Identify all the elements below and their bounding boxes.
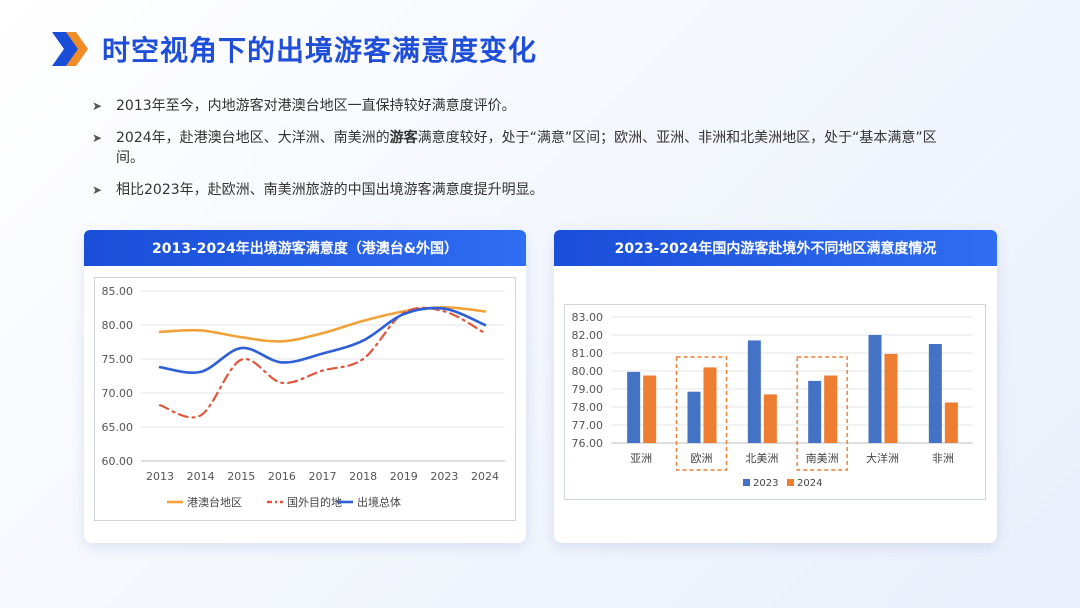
y-tick-label: 81.00 bbox=[572, 347, 604, 360]
bar bbox=[824, 375, 838, 443]
series-line bbox=[158, 306, 487, 419]
series-line bbox=[158, 305, 487, 343]
y-tick-label: 79.00 bbox=[572, 383, 604, 396]
bar bbox=[928, 344, 942, 443]
x-tick-label: 2019 bbox=[390, 470, 418, 483]
y-tick-label: 80.00 bbox=[102, 319, 134, 332]
bar bbox=[703, 367, 717, 443]
bar bbox=[868, 335, 882, 443]
y-tick-label: 76.00 bbox=[572, 437, 604, 450]
legend-swatch bbox=[787, 479, 794, 486]
x-tick-label: 2013 bbox=[146, 470, 174, 483]
legend-label: 出境总体 bbox=[357, 495, 401, 509]
arrow-bullet-icon: ➤ bbox=[92, 183, 103, 197]
x-tick-label: 2023 bbox=[430, 470, 458, 483]
arrow-bullet-icon: ➤ bbox=[92, 131, 103, 145]
bullet-emphasis: 游客 bbox=[389, 130, 418, 146]
bar bbox=[687, 391, 701, 443]
bar bbox=[747, 340, 761, 443]
bullet-text: 相比2023年，赴欧洲、南美洲旅游的中国出境游客满意度提升明显。 bbox=[116, 182, 544, 198]
bar bbox=[808, 380, 822, 443]
legend-swatch bbox=[743, 479, 750, 486]
y-tick-label: 78.00 bbox=[572, 401, 604, 414]
bullet-text: 2024年，赴港澳台地区、大洋洲、南美洲的游客满意度较好，处于“满意”区间；欧洲… bbox=[116, 130, 937, 166]
highlight-box bbox=[796, 356, 848, 471]
y-tick-label: 77.00 bbox=[572, 419, 604, 432]
bar bbox=[944, 402, 958, 443]
y-tick-label: 65.00 bbox=[102, 421, 134, 434]
arrow-bullet-icon: ➤ bbox=[92, 99, 103, 113]
y-tick-label: 83.00 bbox=[572, 311, 604, 324]
y-tick-label: 70.00 bbox=[102, 387, 134, 400]
bar bbox=[884, 353, 898, 443]
legend-label: 2023 bbox=[753, 478, 778, 489]
bullet-item: ➤ 2013年至今，内地游客对港澳台地区一直保持较好满意度评价。 bbox=[92, 96, 952, 116]
bullet-item: ➤ 2024年，赴港澳台地区、大洋洲、南美洲的游客满意度较好，处于“满意”区间；… bbox=[92, 128, 952, 168]
x-tick-label: 2016 bbox=[268, 470, 296, 483]
x-tick-label: 2014 bbox=[187, 470, 215, 483]
bar bbox=[763, 394, 777, 443]
x-tick-label: 2024 bbox=[471, 470, 499, 483]
legend-label: 2024 bbox=[797, 478, 822, 489]
legend-label: 国外目的地 bbox=[287, 495, 342, 509]
bar bbox=[627, 371, 641, 443]
bar-chart-card: 2023-2024年国内游客赴境外不同地区满意度情况 76.00 77.00 78.… bbox=[554, 230, 997, 543]
bullet-text: 2013年至今，内地游客对港澳台地区一直保持较好满意度评价。 bbox=[116, 98, 516, 114]
series-line bbox=[158, 306, 487, 374]
y-tick-label: 82.00 bbox=[572, 329, 604, 342]
y-tick-label: 80.00 bbox=[572, 365, 604, 378]
y-tick-label: 85.00 bbox=[102, 285, 134, 298]
bullet-list: ➤ 2013年至今，内地游客对港澳台地区一直保持较好满意度评价。 ➤ 2024年… bbox=[92, 96, 952, 212]
bar-chart-frame: 76.00 77.00 78.00 79.00 80.00 81.00 82.00 83.00… bbox=[564, 304, 986, 500]
bar-chart-title: 2023-2024年国内游客赴境外不同地区满意度情况 bbox=[554, 230, 997, 266]
x-tick-label: 非洲 bbox=[932, 452, 954, 465]
bullet-item: ➤ 相比2023年，赴欧洲、南美洲旅游的中国出境游客满意度提升明显。 bbox=[92, 180, 952, 200]
line-chart-title: 2013-2024年出境游客满意度（港澳台&外国） bbox=[84, 230, 526, 266]
line-chart: 60.00 65.00 70.00 75.00 80.00 85.00 2013 2014 20… bbox=[102, 285, 505, 509]
x-tick-label: 亚洲 bbox=[630, 452, 652, 465]
page-title: 时空视角下的出境游客满意度变化 bbox=[102, 34, 538, 67]
x-tick-label: 北美洲 bbox=[745, 452, 778, 465]
x-tick-label: 2015 bbox=[227, 470, 255, 483]
x-tick-label: 南美洲 bbox=[806, 452, 839, 465]
x-tick-label: 2018 bbox=[349, 470, 377, 483]
y-tick-label: 60.00 bbox=[102, 455, 134, 468]
title-bar: 时空视角下的出境游客满意度变化 bbox=[52, 28, 537, 70]
line-chart-card: 2013-2024年出境游客满意度（港澳台&外国） 60.00 65.00 70.0… bbox=[84, 230, 526, 543]
x-tick-label: 欧洲 bbox=[691, 452, 713, 465]
x-tick-label: 大洋洲 bbox=[866, 451, 899, 465]
chevron-right-icon bbox=[52, 32, 88, 66]
y-tick-label: 75.00 bbox=[102, 353, 134, 366]
bar bbox=[643, 375, 657, 443]
x-tick-label: 2017 bbox=[309, 470, 337, 483]
line-chart-frame: 60.00 65.00 70.00 75.00 80.00 85.00 2013 2014 20… bbox=[94, 277, 516, 521]
bar-chart: 76.00 77.00 78.00 79.00 80.00 81.00 82.00 83.00… bbox=[572, 311, 973, 489]
highlight-box bbox=[675, 356, 728, 471]
legend-label: 港澳台地区 bbox=[187, 495, 242, 509]
